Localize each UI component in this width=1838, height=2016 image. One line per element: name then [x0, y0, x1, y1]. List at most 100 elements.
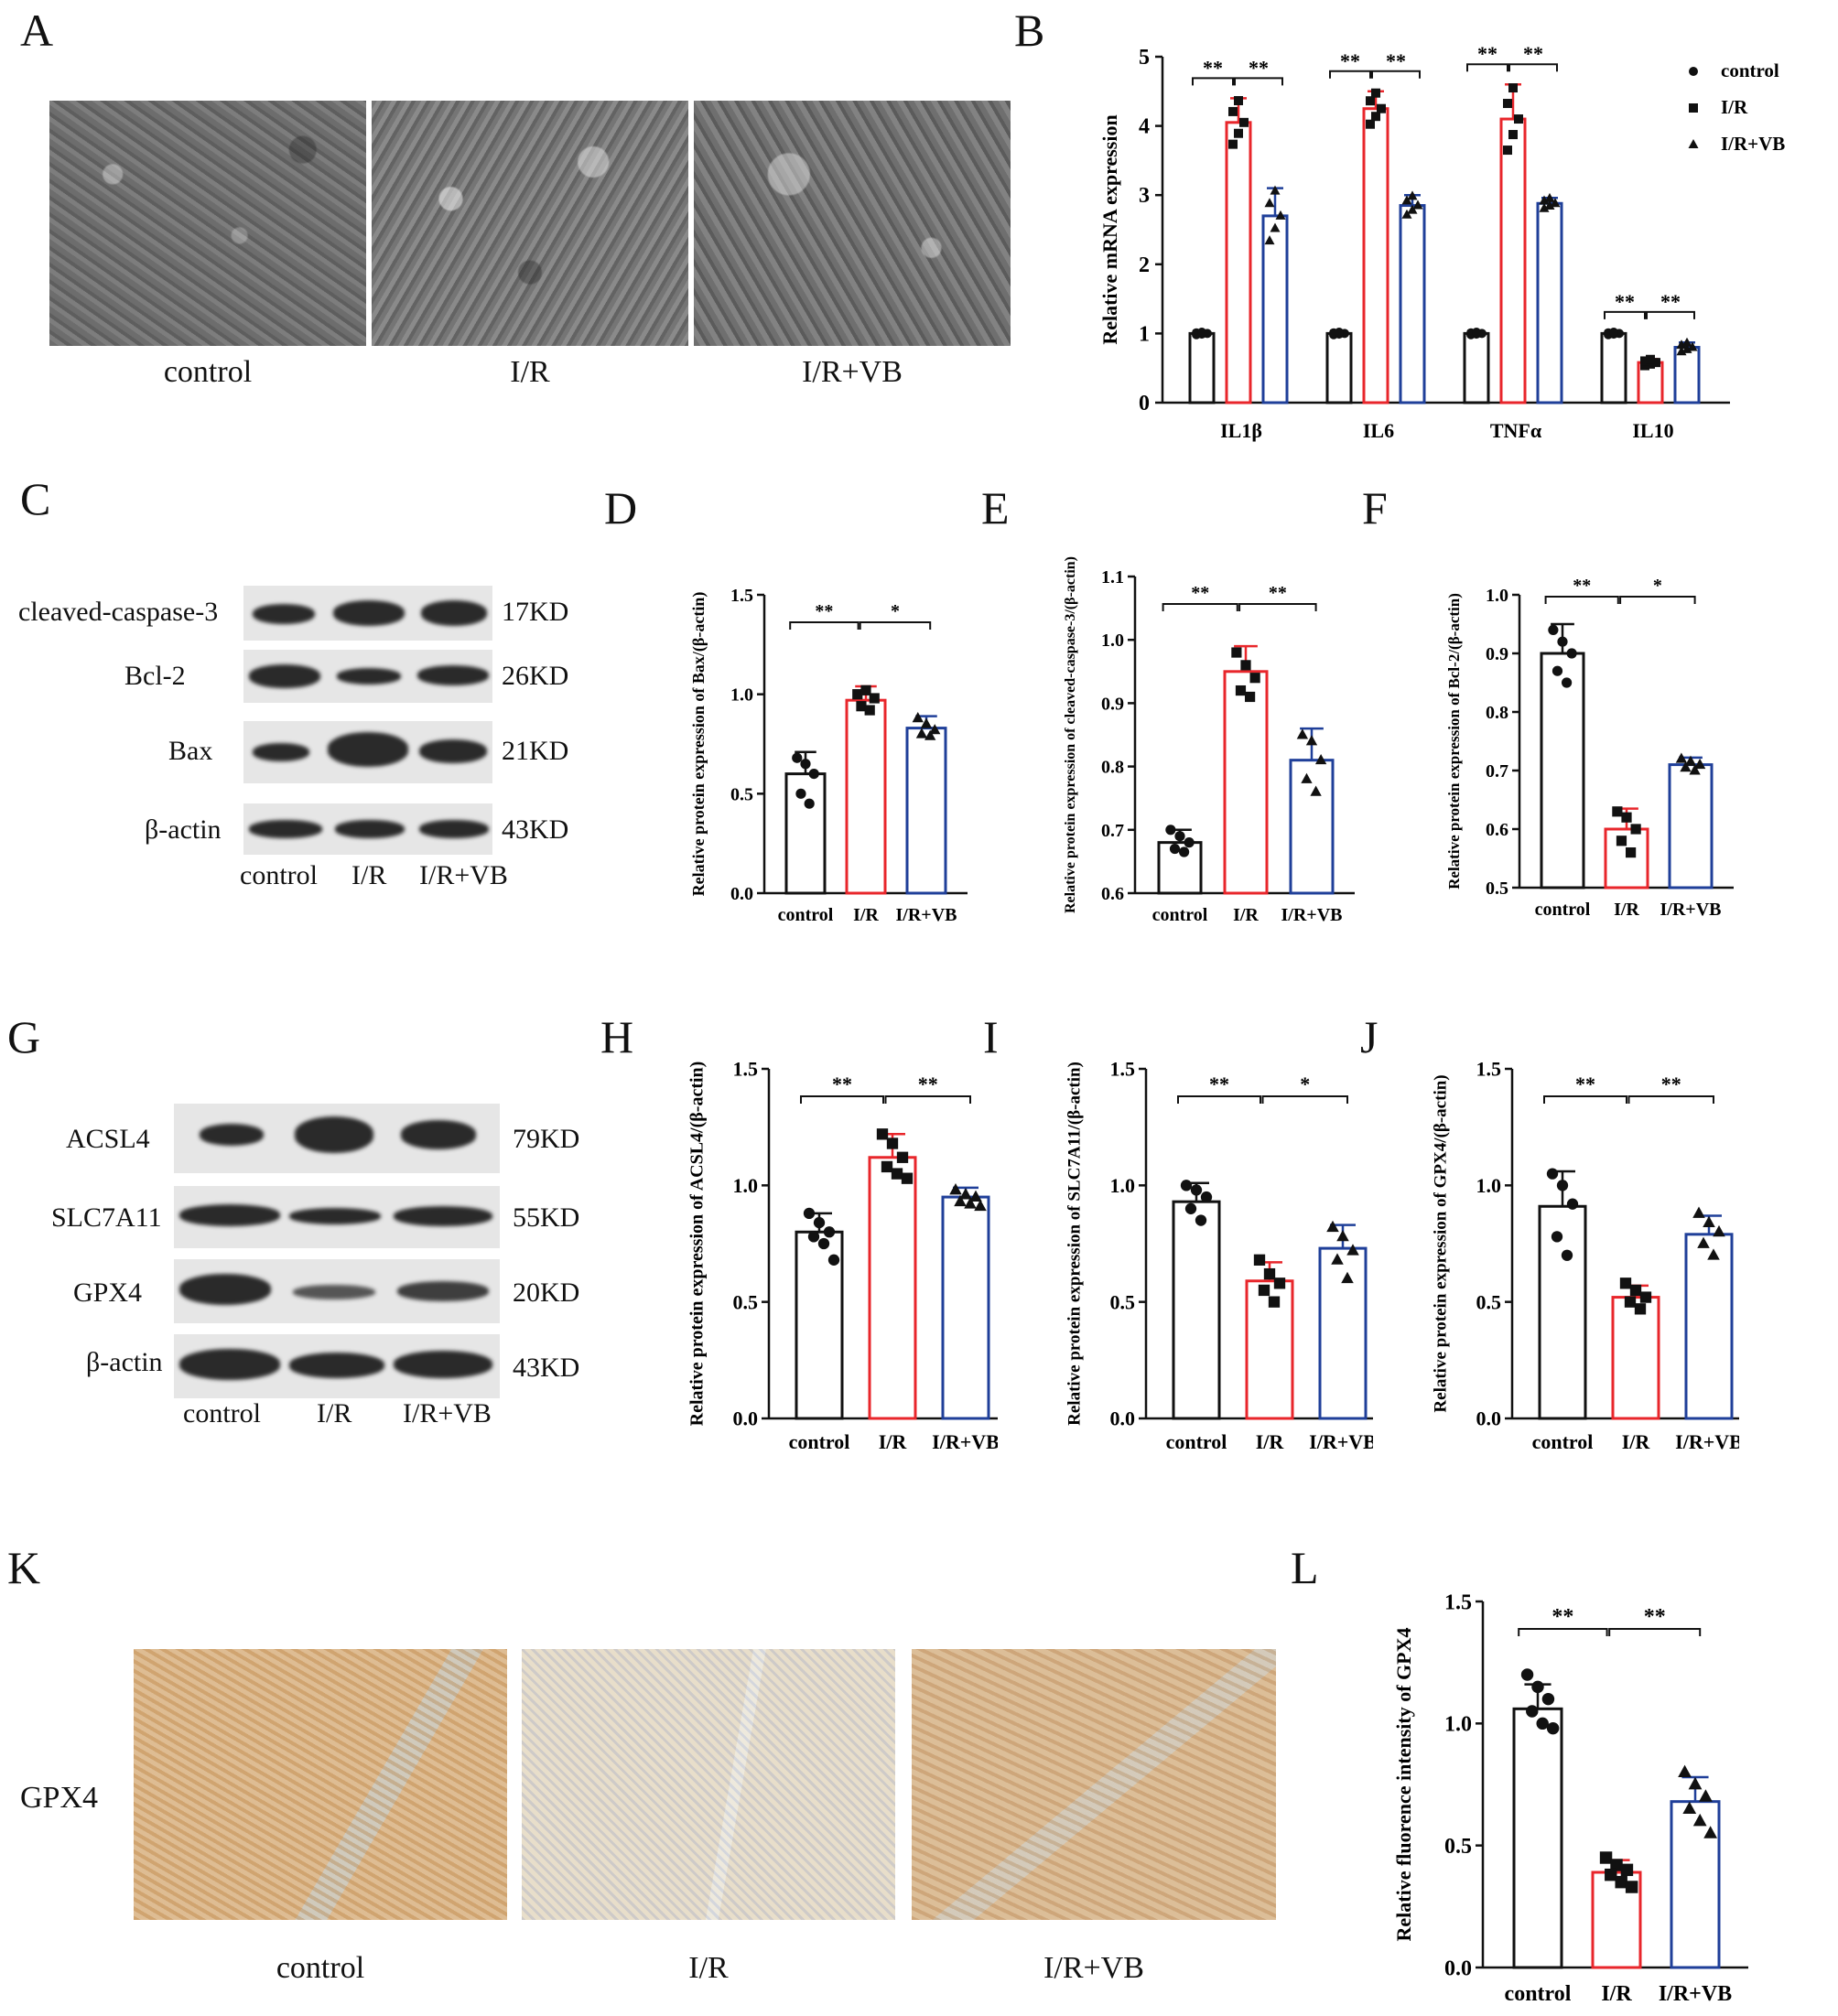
data-point — [959, 1188, 972, 1200]
x-tick-label: IL6 — [1363, 419, 1394, 442]
data-point — [1195, 1214, 1207, 1226]
significance-label: ** — [1660, 290, 1681, 313]
data-point — [1616, 836, 1627, 846]
data-point — [1625, 1881, 1638, 1893]
data-point — [1407, 204, 1418, 214]
data-point — [1684, 755, 1697, 766]
data-point — [1472, 328, 1481, 338]
data-point — [1610, 1859, 1623, 1871]
data-point — [1693, 758, 1706, 770]
x-tick-label: I/R — [1601, 1982, 1632, 2006]
significance-bracket — [1192, 77, 1234, 86]
data-point — [1561, 1249, 1573, 1261]
data-point — [1273, 1278, 1286, 1289]
data-point — [1629, 1284, 1642, 1297]
band — [337, 668, 401, 685]
y-tick-label: 1.0 — [1110, 1174, 1136, 1197]
y-tick-label: 1.0 — [1486, 586, 1508, 606]
x-tick-label: control — [1505, 1982, 1572, 2006]
y-tick-label: 0 — [1139, 392, 1150, 415]
data-point — [1341, 1271, 1354, 1284]
blot-g-protein-label: β-actin — [86, 1347, 163, 1377]
significance-bracket — [1543, 1095, 1627, 1104]
data-point — [1245, 691, 1256, 703]
bar — [1318, 1246, 1368, 1420]
data-point — [1180, 1180, 1193, 1191]
significance-bracket — [1329, 70, 1371, 79]
tem-image-irvb — [694, 101, 1011, 346]
bar — [1245, 1279, 1294, 1420]
data-point — [1268, 1296, 1281, 1308]
data-point — [1692, 1206, 1705, 1218]
ihc-image-control — [134, 1649, 507, 1920]
data-point — [1646, 359, 1655, 369]
bar — [1538, 1204, 1587, 1420]
panel-letter-a: A — [20, 5, 54, 56]
data-point — [827, 1254, 840, 1266]
data-point — [1566, 1198, 1579, 1210]
y-tick-label: 0.5 — [1110, 1290, 1136, 1313]
data-point — [1503, 99, 1512, 109]
data-point — [1678, 1764, 1692, 1778]
panel-letter-i: I — [983, 1011, 999, 1062]
x-tick-label: I/R — [1622, 1430, 1651, 1453]
bar — [845, 698, 887, 895]
data-point — [1536, 1717, 1549, 1730]
panel-letter-j: J — [1360, 1011, 1378, 1062]
panel-letter-l: L — [1291, 1542, 1319, 1593]
bar — [1512, 1707, 1563, 1969]
data-point — [969, 1190, 982, 1202]
x-tick-label: control — [1152, 905, 1208, 925]
significance-label: ** — [1523, 42, 1543, 65]
data-point — [1336, 1229, 1349, 1242]
x-tick-label: I/R — [1614, 900, 1639, 920]
significance-label: ** — [1191, 583, 1209, 603]
data-point — [1169, 843, 1181, 855]
significance-bracket — [800, 1095, 884, 1104]
significance-bracket — [1162, 603, 1238, 611]
data-point — [1682, 1801, 1697, 1815]
significance-label: ** — [1203, 56, 1223, 79]
blot-g-size-label: 79KD — [513, 1124, 580, 1154]
data-point — [803, 1207, 816, 1220]
data-point — [1165, 825, 1176, 836]
y-tick-label: 0.6 — [1486, 820, 1508, 840]
data-point — [964, 1197, 977, 1209]
y-axis-label: Relative protein expression of cleaved-c… — [1063, 556, 1078, 913]
y-tick-label: 1.0 — [1101, 631, 1124, 651]
x-tick-label: I/R+VB — [1675, 1430, 1739, 1453]
bar — [1684, 1233, 1734, 1420]
band — [419, 820, 489, 838]
significance-bracket — [789, 621, 860, 630]
panel-letter-f: F — [1362, 482, 1388, 534]
band — [249, 820, 322, 838]
data-point — [804, 798, 815, 809]
significance-label: ** — [1340, 49, 1360, 72]
blot-g-lane-label: control — [183, 1398, 261, 1428]
data-point — [929, 724, 941, 735]
x-tick-label: I/R+VB — [1309, 1430, 1373, 1453]
data-point — [1624, 1296, 1637, 1308]
x-tick-label: I/R — [1233, 905, 1259, 925]
significance-label: ** — [1386, 49, 1406, 72]
significance-bracket — [1619, 596, 1696, 604]
significance-label: ** — [1269, 583, 1287, 603]
data-point — [1539, 195, 1550, 205]
data-point — [1699, 1789, 1713, 1802]
bar — [1600, 331, 1627, 404]
panel-letter-d: D — [604, 482, 638, 534]
data-point — [1681, 337, 1692, 347]
data-point — [949, 1183, 962, 1195]
significance-label: ** — [1209, 1073, 1229, 1095]
panel-letter-h: H — [600, 1011, 634, 1062]
data-point — [792, 752, 803, 763]
data-point — [1541, 1692, 1555, 1706]
data-point — [1675, 752, 1688, 763]
data-point — [1688, 1776, 1703, 1790]
data-point — [1377, 103, 1386, 113]
data-point — [1550, 198, 1561, 208]
blot-c-protein-label: Bax — [168, 736, 213, 766]
chart-b-mrna: 0 1 2 3 4 5 IL1β ** ** IL6 ** ** TNFα ** ** IL10 ** ** Rel… — [1098, 42, 1785, 442]
y-tick-label: 0.9 — [1101, 694, 1124, 714]
